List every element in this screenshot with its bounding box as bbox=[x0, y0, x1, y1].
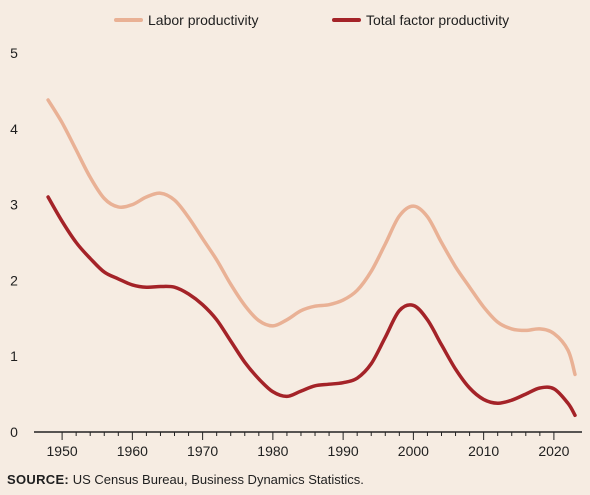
legend-label: Total factor productivity bbox=[366, 12, 509, 28]
legend: Labor productivity Total factor productiv… bbox=[114, 12, 509, 28]
y-tick-label: 0 bbox=[10, 424, 18, 440]
x-axis-ticks: 1950 1960 1970 1980 1990 2000 2010 2020 bbox=[47, 432, 570, 459]
y-tick-label: 4 bbox=[10, 121, 18, 137]
y-tick-label: 5 bbox=[10, 45, 18, 61]
y-tick-label: 3 bbox=[10, 197, 18, 213]
x-tick-label: 2020 bbox=[538, 443, 569, 459]
series-line-labor-productivity bbox=[46, 98, 577, 377]
y-tick-label: 1 bbox=[10, 348, 18, 364]
x-tick-label: 1970 bbox=[187, 443, 218, 459]
legend-label: Labor productivity bbox=[148, 12, 259, 28]
y-tick-label: 2 bbox=[10, 272, 18, 288]
y-axis-ticks: 0 1 2 3 4 5 bbox=[10, 45, 18, 440]
series-line-total-factor-productivity bbox=[46, 195, 577, 418]
x-tick-label: 1960 bbox=[117, 443, 148, 459]
source-label: SOURCE: bbox=[7, 472, 70, 487]
x-tick-label: 1980 bbox=[257, 443, 288, 459]
source-text: US Census Bureau, Business Dynamics Stat… bbox=[72, 472, 364, 487]
x-tick-label: 2010 bbox=[468, 443, 499, 459]
source-note: SOURCE: US Census Bureau, Business Dynam… bbox=[7, 472, 364, 487]
series-lines bbox=[46, 98, 577, 418]
x-tick-label: 1950 bbox=[47, 443, 78, 459]
x-tick-label: 1990 bbox=[328, 443, 359, 459]
x-tick-label: 2000 bbox=[398, 443, 429, 459]
